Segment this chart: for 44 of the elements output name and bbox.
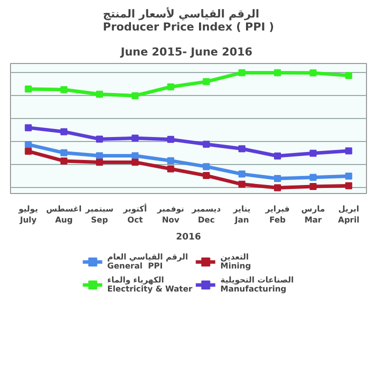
point: [345, 172, 352, 180]
point: [167, 165, 174, 172]
point: [310, 174, 317, 181]
legend-label: الرقم القياسي العام General PPI: [107, 252, 188, 270]
point: [24, 86, 32, 93]
point: [238, 69, 246, 76]
point: [238, 170, 246, 178]
point: [96, 158, 103, 166]
x-axis-title: 2016: [176, 232, 202, 242]
point: [274, 152, 281, 160]
point: [202, 163, 210, 170]
point: [167, 157, 174, 164]
point: [202, 172, 210, 180]
point: [202, 78, 210, 86]
legend-label: التعدين Mining: [220, 252, 251, 270]
point: [274, 184, 281, 192]
point: [310, 150, 317, 157]
legend-label: الكهرباء والماء Electricity & Water: [107, 276, 192, 294]
point: [132, 134, 139, 142]
point: [24, 141, 32, 148]
point: [202, 140, 210, 148]
point: [60, 157, 68, 164]
point: [132, 92, 139, 100]
point: [60, 128, 68, 136]
point: [310, 69, 317, 76]
point: [310, 182, 317, 190]
point: [132, 158, 139, 166]
point: [167, 136, 174, 143]
point: [60, 86, 68, 94]
point: [345, 182, 352, 190]
legend-label: الصناعات التحويلية Manufacturing: [220, 276, 294, 294]
point: [96, 90, 103, 98]
point: [345, 72, 352, 79]
point: [274, 175, 281, 182]
point: [238, 145, 246, 152]
chart-subtitle: June 2015- June 2016: [120, 46, 253, 58]
point: [238, 180, 246, 188]
point: [60, 149, 68, 156]
point: [274, 69, 281, 76]
point: [24, 124, 32, 132]
point: [96, 136, 103, 143]
point: [345, 147, 352, 154]
point: [167, 83, 174, 90]
point: [24, 148, 32, 155]
